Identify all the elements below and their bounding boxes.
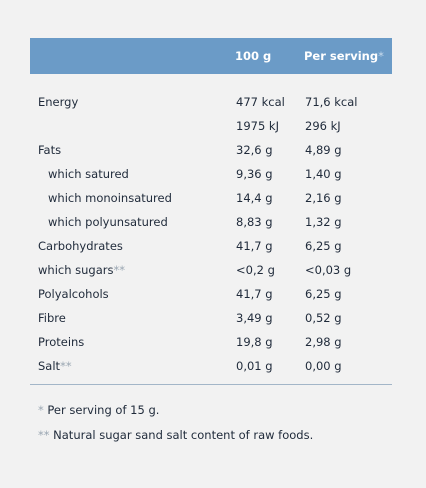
footnote: ** Natural sugar sand salt content of ra… — [38, 428, 313, 442]
label-text: Salt — [38, 359, 61, 373]
value-100g: <0,2 g — [236, 263, 275, 277]
value-serving: 6,25 g — [305, 239, 342, 253]
footnote-mark: ** — [38, 428, 50, 442]
value-serving: 2,16 g — [305, 191, 342, 205]
label-text: Proteins — [38, 335, 85, 349]
label-text: Fats — [38, 143, 62, 157]
row-label: Proteins — [38, 335, 84, 349]
header-col2-text: Per serving — [304, 49, 379, 63]
value-serving: <0,03 g — [305, 263, 352, 277]
value-serving: 2,98 g — [305, 335, 342, 349]
row-label: Energy — [38, 95, 78, 109]
row-label: Fibre — [38, 311, 66, 325]
value-100g: 19,8 g — [236, 335, 273, 349]
value-serving: 1,40 g — [305, 167, 342, 181]
table-header: 100 g Per serving* — [30, 38, 392, 74]
value-100g: 1975 kJ — [236, 119, 279, 133]
footnote-mark: ** — [113, 263, 126, 277]
value-serving: 296 kJ — [305, 119, 341, 133]
value-100g: 0,01 g — [236, 359, 273, 373]
header-col2: Per serving* — [304, 49, 384, 63]
footnote-text: Per serving of 15 g. — [47, 403, 160, 417]
label-text: Fibre — [38, 311, 66, 325]
row-label: which monoinsatured — [48, 191, 172, 205]
label-text: which polyunsatured — [48, 215, 168, 229]
value-100g: 41,7 g — [236, 287, 273, 301]
label-text: which monoinsatured — [48, 191, 172, 205]
value-serving: 71,6 kcal — [305, 95, 358, 109]
footnote-mark: * — [38, 403, 44, 417]
divider — [30, 384, 392, 385]
value-100g: 41,7 g — [236, 239, 273, 253]
value-serving: 4,89 g — [305, 143, 342, 157]
value-serving: 6,25 g — [305, 287, 342, 301]
row-label: which polyunsatured — [48, 215, 168, 229]
footnote: * Per serving of 15 g. — [38, 403, 159, 417]
label-text: which sugars — [38, 263, 114, 277]
footnote-mark: * — [378, 49, 384, 63]
row-label: which satured — [48, 167, 129, 181]
footnote-mark: ** — [60, 359, 72, 373]
footnote-text: Natural sugar sand salt content of raw f… — [53, 428, 314, 442]
value-100g: 32,6 g — [236, 143, 273, 157]
label-text: Carbohydrates — [38, 239, 123, 253]
header-col1: 100 g — [235, 49, 272, 63]
label-text: which satured — [48, 167, 129, 181]
row-label: Carbohydrates — [38, 239, 123, 253]
label-text: Polyalcohols — [38, 287, 109, 301]
label-text: Energy — [38, 95, 79, 109]
value-100g: 9,36 g — [236, 167, 273, 181]
row-label: Salt** — [38, 359, 72, 373]
value-100g: 14,4 g — [236, 191, 273, 205]
value-serving: 0,00 g — [305, 359, 342, 373]
row-label: which sugars** — [38, 263, 125, 277]
row-label: Fats — [38, 143, 61, 157]
row-label: Polyalcohols — [38, 287, 109, 301]
value-100g: 8,83 g — [236, 215, 273, 229]
value-serving: 1,32 g — [305, 215, 342, 229]
value-serving: 0,52 g — [305, 311, 342, 325]
value-100g: 477 kcal — [236, 95, 285, 109]
value-100g: 3,49 g — [236, 311, 273, 325]
